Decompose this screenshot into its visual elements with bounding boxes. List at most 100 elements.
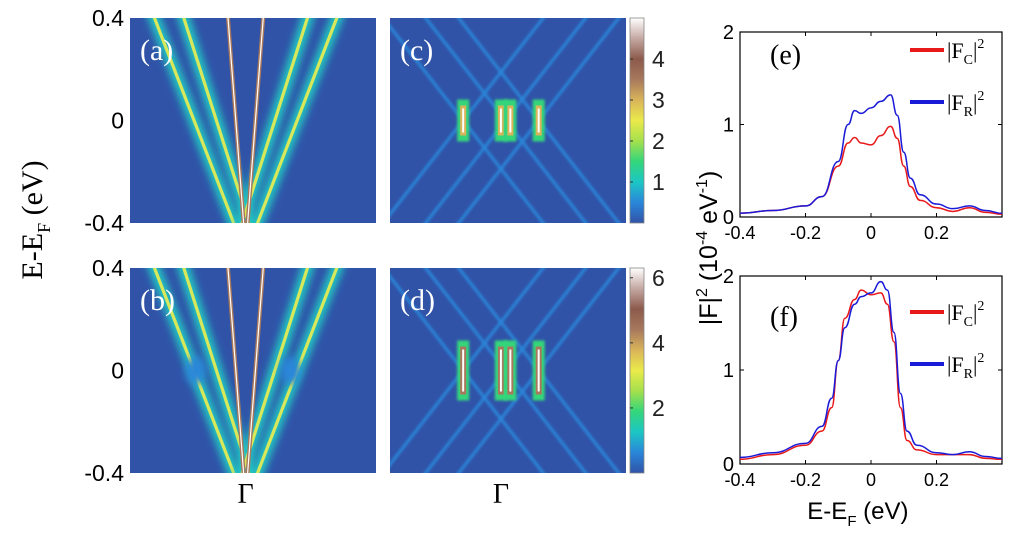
ray-line xyxy=(461,369,546,473)
heatmap-panel-c: (c) 4 3 2 1 xyxy=(390,17,665,224)
heatmap-panel-d: (d) Γ 6 4 2 xyxy=(390,265,665,510)
peak-highlight xyxy=(537,349,540,392)
panel-label-c: (c) xyxy=(400,34,433,67)
peak-highlight xyxy=(499,349,502,392)
ray-line xyxy=(456,18,541,122)
ray-line xyxy=(456,369,541,473)
ray-line xyxy=(504,18,588,122)
peak-highlight xyxy=(462,349,465,392)
xtick-label: -0.4 xyxy=(724,223,755,243)
ray-line xyxy=(423,268,508,372)
colorbar-tick-label: 6 xyxy=(652,265,665,291)
ray-line xyxy=(423,369,508,473)
colorbar-tick-label: 2 xyxy=(652,128,665,154)
ray-line xyxy=(456,268,541,372)
xtick-label: -0.2 xyxy=(790,470,821,490)
ray-line xyxy=(390,24,465,122)
xtick-label: 0 xyxy=(866,470,876,490)
series-line xyxy=(739,94,1003,215)
ray-line xyxy=(390,274,465,372)
peak-highlight xyxy=(462,108,465,133)
gamma-label: Γ xyxy=(238,479,254,510)
xtick-label: -0.2 xyxy=(790,223,821,243)
series-line xyxy=(739,280,1003,460)
gap-glow xyxy=(185,356,206,385)
band-highlight xyxy=(227,268,245,473)
ray-line xyxy=(423,119,508,223)
xtick-label: 0 xyxy=(866,223,876,243)
ray-line xyxy=(456,119,541,223)
band-highlight xyxy=(247,18,264,223)
band-highlight xyxy=(247,268,264,473)
ray-line xyxy=(537,119,621,223)
colorbar-frame-d xyxy=(629,267,645,474)
band-line xyxy=(152,18,236,223)
ytick-label: -0.4 xyxy=(84,460,124,486)
line-panel-e: -0.4 -0.2 0 0.2 0 1 2 (e) |FC|2 |FR|2 xyxy=(723,22,1003,243)
ray-line xyxy=(537,18,621,122)
gamma-label: Γ xyxy=(493,479,509,510)
ytick-label: 0.4 xyxy=(92,5,124,31)
svg-text:E-EF (eV): E-EF (eV) xyxy=(16,160,54,279)
band-group-d xyxy=(390,268,621,473)
ray-line xyxy=(423,18,508,122)
band-line xyxy=(255,18,339,223)
legend-label: |FR|2 xyxy=(947,351,984,382)
band-line xyxy=(240,18,310,223)
ray-line xyxy=(504,268,588,372)
ytick-label: 0 xyxy=(111,108,124,134)
panel-label-d: (d) xyxy=(400,284,435,317)
ray-line xyxy=(461,119,546,223)
band-highlight xyxy=(227,18,245,223)
ytick-label: 0 xyxy=(111,358,124,384)
gap-glow xyxy=(280,356,301,385)
ytick-label: 1 xyxy=(723,115,734,137)
xtick-label: 0.2 xyxy=(924,223,949,243)
plot-frame xyxy=(739,31,1003,218)
ray-line xyxy=(461,268,546,372)
ray-line xyxy=(537,369,621,473)
ray-line xyxy=(390,119,465,217)
shared-ylabel: E-EF (eV) xyxy=(16,160,54,279)
svg-text:|F|2 (10-4 eV-1): |F|2 (10-4 eV-1) xyxy=(694,171,723,326)
band-line xyxy=(240,268,310,473)
colorbar-tick-label: 3 xyxy=(652,87,665,113)
band-group-b xyxy=(148,268,344,473)
colorbar-frame-c xyxy=(629,17,645,224)
colorbar-tick-label: 4 xyxy=(652,330,665,356)
ytick-label: 2 xyxy=(723,22,734,44)
legend-label: |FC|2 xyxy=(947,299,984,330)
band-group-c xyxy=(390,18,621,223)
legend-label: |FC|2 xyxy=(947,37,984,68)
ytick-label: 2 xyxy=(723,266,734,288)
band-group-a xyxy=(148,18,344,223)
peak-highlight xyxy=(509,108,512,133)
colorbar-d xyxy=(630,268,644,473)
xtick-label: 0.2 xyxy=(924,470,949,490)
ytick-label: -0.4 xyxy=(84,210,124,236)
band-line xyxy=(182,18,251,223)
panel-label-e: (e) xyxy=(770,40,801,71)
ray-line xyxy=(537,268,621,372)
panel-label-b: (b) xyxy=(140,284,175,317)
ray-line xyxy=(390,369,465,467)
xtick-label: -0.4 xyxy=(724,470,755,490)
ytick-label: 0 xyxy=(723,207,734,229)
legend-label: |FR|2 xyxy=(947,89,984,120)
colorbar-c xyxy=(630,18,644,223)
peak-highlight xyxy=(537,108,540,133)
ytick-label: 1 xyxy=(723,360,734,382)
line-panels-ylabel: |F|2 (10-4 eV-1) xyxy=(694,171,723,326)
ray-line xyxy=(504,119,588,223)
ray-line xyxy=(504,369,588,473)
band-line xyxy=(182,268,251,473)
panel-label-a: (a) xyxy=(140,34,173,67)
ytick-label: 0 xyxy=(723,454,734,476)
heatmap-panel-b: (b) 0.4 0 -0.4 Γ xyxy=(84,255,376,510)
peak-highlight xyxy=(499,108,502,133)
colorbar-tick-label: 2 xyxy=(652,395,665,421)
peak-highlight xyxy=(509,349,512,392)
xlabel: E-EF (eV) xyxy=(807,498,908,530)
colorbar-tick-label: 1 xyxy=(652,169,665,195)
